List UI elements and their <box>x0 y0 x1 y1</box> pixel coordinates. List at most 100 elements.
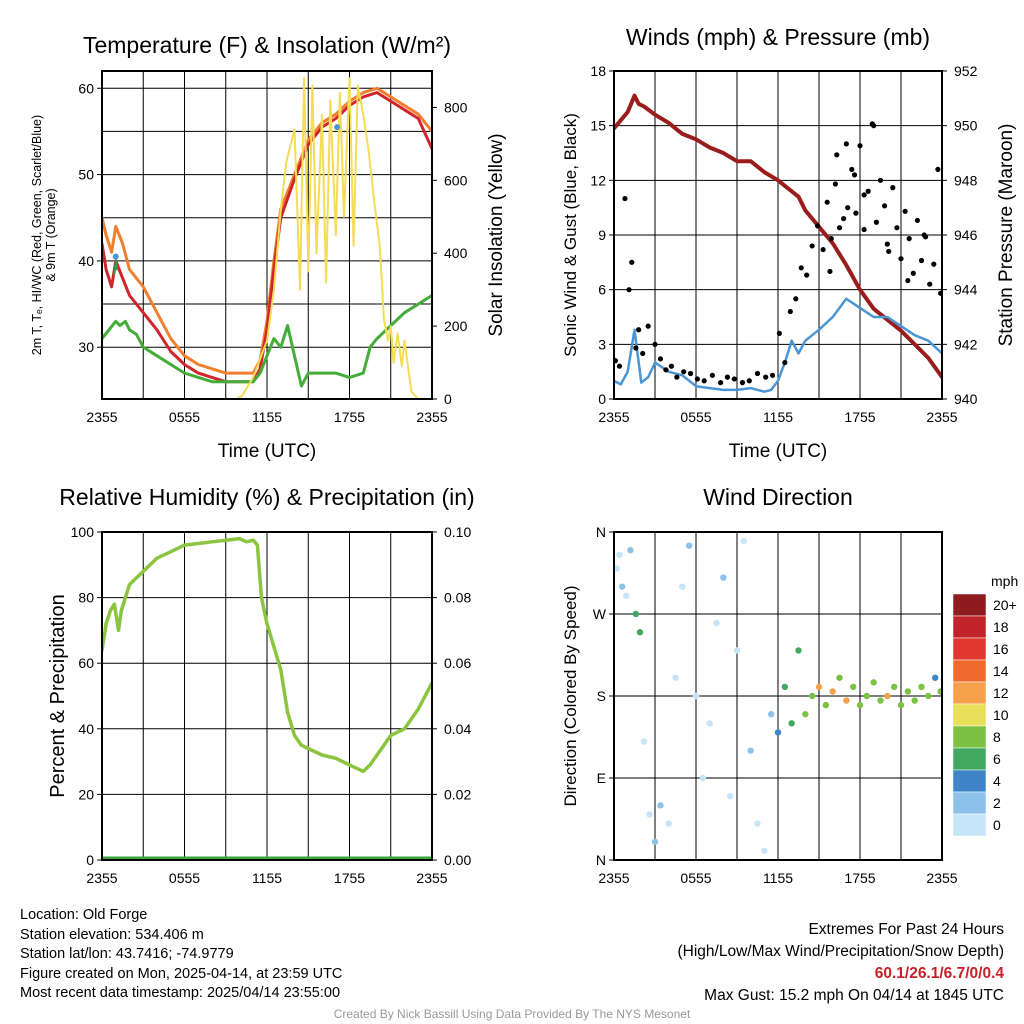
y-tick-label: 12 <box>590 172 606 188</box>
direction-point <box>636 629 644 636</box>
x-tick-label: 0555 <box>680 409 711 425</box>
x-tick-label: 2355 <box>416 870 447 886</box>
gust-point <box>645 323 651 329</box>
x-tick-label: 1755 <box>334 870 365 886</box>
direction-point <box>672 674 679 681</box>
direction-point <box>856 701 864 709</box>
y-tick-label: 40 <box>78 721 94 737</box>
gust-point <box>731 376 737 382</box>
gust-point <box>776 330 782 336</box>
direction-point <box>679 583 686 590</box>
gust-point <box>849 166 855 172</box>
colorbar-label: 0 <box>993 817 1001 833</box>
x-tick-label: 1155 <box>763 409 793 425</box>
colorbar-swatch <box>952 637 987 661</box>
station-elevation: Station elevation: 534.406 m <box>20 926 204 943</box>
colorbar-label: 2 <box>993 795 1001 811</box>
x-tick-label: 2355 <box>926 409 957 425</box>
gust-point <box>622 195 628 202</box>
most-recent-data: Most recent data timestamp: 2025/04/14 2… <box>20 985 341 1001</box>
panel-title: Temperature (F) & Insolation (W/m²) <box>83 32 451 58</box>
x-tick-label: 0555 <box>169 870 200 886</box>
gust-point <box>633 345 639 351</box>
y2-tick-label: 0.06 <box>444 655 471 671</box>
gust-point <box>851 172 858 178</box>
x-tick-label: 1155 <box>763 870 793 886</box>
x-tick-label: 0555 <box>169 409 200 425</box>
gust-point <box>882 203 888 209</box>
y-axis-label: Direction (Colored By Speed) <box>561 585 580 806</box>
y2-tick-label: 944 <box>954 282 978 298</box>
y2-tick-label: 0.02 <box>444 786 471 802</box>
y-tick-label: 3 <box>598 336 606 352</box>
panel-temp: Temperature (F) & Insolation (W/m²) 2355 0… <box>30 32 507 462</box>
direction-point <box>614 565 620 572</box>
gust-point <box>636 327 642 333</box>
gust-point <box>873 219 880 225</box>
gust-point <box>763 374 769 380</box>
x-tick-label: 2355 <box>416 409 447 425</box>
gust-point <box>857 143 863 149</box>
direction-point <box>836 674 843 681</box>
gust-point <box>820 246 826 253</box>
gust-point <box>836 225 843 231</box>
direction-point <box>918 683 925 691</box>
gust-point <box>815 223 821 229</box>
x-tick-label: 2355 <box>86 409 117 425</box>
colorbar-label: 4 <box>993 773 1001 789</box>
gust-point <box>890 185 896 191</box>
colorbar-swatch <box>952 703 987 727</box>
gust-point <box>804 272 810 278</box>
y-tick-label: 60 <box>78 80 94 96</box>
direction-point <box>822 701 830 709</box>
plot-area <box>102 536 432 860</box>
series-line-wind_speed <box>614 297 942 393</box>
gust-point <box>629 259 635 265</box>
x-axis-label: Time (UTC) <box>729 441 828 462</box>
direction-point <box>685 542 693 549</box>
direction-point <box>808 692 816 700</box>
series-line-wind_chill <box>113 259 119 275</box>
panel-title: Relative Humidity (%) & Precipitation (i… <box>59 484 474 510</box>
colorbar-label: 14 <box>993 663 1009 679</box>
direction-point <box>815 683 823 691</box>
y-tick-label: 6 <box>598 282 606 298</box>
y2-tick-label: 800 <box>444 99 468 115</box>
x-tick-label: 2355 <box>598 409 629 425</box>
gust-point <box>718 380 724 386</box>
plot-area <box>614 93 942 393</box>
direction-point <box>623 592 630 599</box>
colorbar-swatch <box>952 659 987 683</box>
y2-axis-label: Station Pressure (Maroon) <box>996 124 1017 347</box>
direction-point <box>870 679 877 686</box>
y-tick-label: S <box>597 688 606 704</box>
panel-frame <box>101 531 433 861</box>
gust-point <box>640 350 646 357</box>
gust-point <box>709 372 716 378</box>
direction-point <box>761 847 768 855</box>
gust-point <box>694 376 700 382</box>
station-location: Location: Old Forge <box>20 907 148 923</box>
direction-point <box>802 711 809 718</box>
gust-point <box>931 261 937 267</box>
direction-point <box>884 692 891 700</box>
marker-point <box>112 253 119 260</box>
y-axis-label: Percent & Precipitation <box>47 594 69 797</box>
colorbar-label: 18 <box>993 619 1009 635</box>
y-tick-label: N <box>596 524 606 540</box>
y-tick-label: 9 <box>598 227 606 243</box>
y2-tick-label: 942 <box>954 336 978 352</box>
colorbar-swatch <box>952 769 987 793</box>
gust-point <box>681 369 687 375</box>
gust-point <box>884 241 890 247</box>
gust-point <box>626 287 632 293</box>
y-axis-label: 2m T, Tₑ, HI/WC (Red, Green, Scarlet/Blu… <box>30 115 58 355</box>
series-line-pressure <box>614 93 942 380</box>
direction-point <box>754 820 761 827</box>
x-tick-label: 2355 <box>86 870 117 886</box>
y-tick-label: 40 <box>78 253 94 269</box>
direction-point <box>774 729 782 736</box>
direction-point <box>665 820 672 827</box>
colorbar-swatch <box>952 813 987 837</box>
direction-point <box>692 692 700 700</box>
